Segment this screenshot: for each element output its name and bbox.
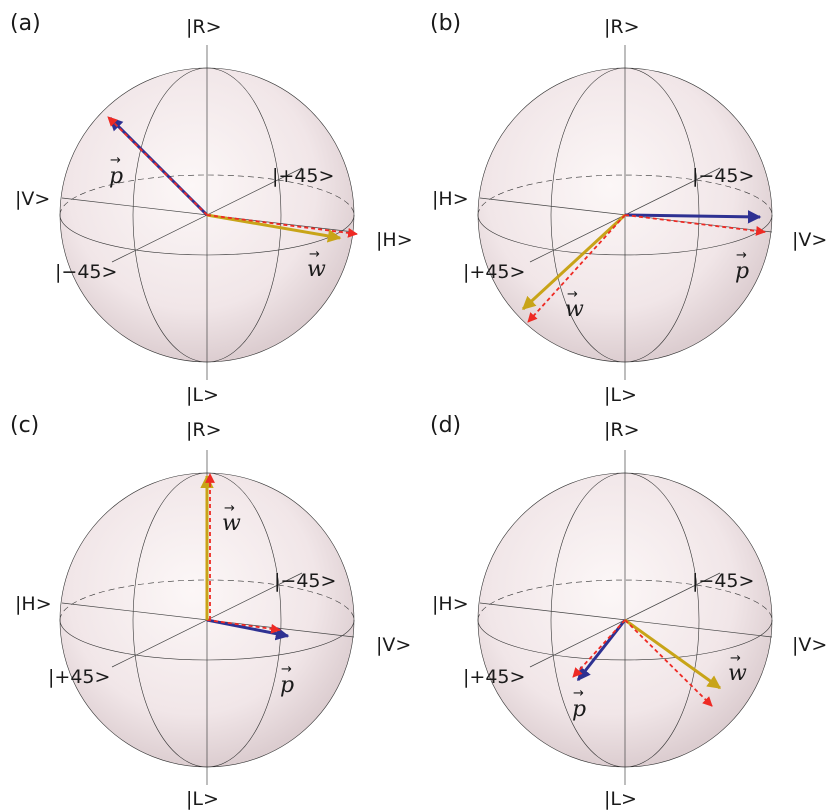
vector-arrow-glyph: →: [567, 287, 578, 302]
vector-arrow-glyph: →: [573, 686, 584, 701]
red-dashed-vector: [624, 214, 766, 236]
svg-text:p: p: [280, 673, 294, 698]
p-label: p →: [572, 686, 586, 722]
svg-text:w: w: [728, 661, 747, 686]
panel-b: (b) |R> |L> |H> |V> |−45> |+45> p → w →: [430, 11, 827, 406]
label-right: |H>: [376, 229, 413, 251]
vector-arrow-glyph: →: [730, 651, 741, 666]
equator-back: [477, 579, 773, 621]
w-label: w →: [565, 287, 584, 322]
label-bottom: |L>: [186, 788, 219, 810]
label-right: |V>: [792, 634, 827, 656]
label-front: |+45>: [463, 261, 525, 283]
svg-text:p: p: [109, 164, 123, 189]
w-vector: [521, 213, 627, 311]
equator-back: [59, 174, 355, 216]
label-top: |R>: [186, 16, 222, 38]
w-label: w →: [222, 501, 241, 536]
w-vector: [206, 213, 342, 243]
blue-vector: [576, 619, 627, 682]
panel-a: (a) |R> |L> |V> |H> |+45> |−45> p → w →: [10, 11, 413, 406]
vector-arrow-glyph: →: [224, 501, 235, 516]
vector-arrow-glyph: →: [736, 248, 747, 263]
equator-front: [59, 619, 355, 661]
label-top: |R>: [604, 419, 640, 441]
vector-arrow-glyph: →: [281, 662, 292, 677]
red-dashed-vector-2: [527, 214, 626, 323]
label-bottom: |L>: [186, 384, 219, 406]
blue-vector: [624, 210, 762, 224]
label-left: |H>: [432, 188, 469, 210]
equator-back: [477, 174, 773, 216]
panel-label: (d): [430, 413, 461, 438]
svg-text:w: w: [222, 511, 241, 536]
equator-front: [477, 619, 773, 661]
p-label: p →: [280, 662, 294, 698]
label-back: |−45>: [692, 165, 754, 187]
label-right: |V>: [792, 229, 827, 251]
equator-back: [59, 579, 355, 621]
label-back: |−45>: [692, 570, 754, 592]
red-dashed-vector-2: [624, 619, 713, 707]
w-label: w →: [728, 651, 747, 686]
label-left: |H>: [432, 593, 469, 615]
panel-label: (c): [10, 413, 39, 438]
red-dashed-vector: [572, 619, 626, 678]
label-back: |−45>: [274, 570, 336, 592]
label-bottom: |L>: [604, 788, 637, 810]
svg-text:w: w: [565, 297, 584, 322]
p-label: p →: [109, 153, 123, 189]
label-bottom: |L>: [604, 384, 637, 406]
w-label: w →: [307, 247, 326, 282]
label-front: |−45>: [55, 261, 117, 283]
vector-arrow-glyph: →: [110, 153, 121, 168]
label-left: |V>: [15, 188, 50, 210]
red-dashed-vector: [107, 116, 208, 216]
svg-text:p: p: [735, 259, 749, 284]
svg-text:w: w: [307, 257, 326, 282]
panel-label: (a): [10, 11, 41, 36]
red-dashed-vector: [206, 619, 281, 634]
panel-label: (b): [430, 11, 461, 36]
label-right: |V>: [376, 634, 411, 656]
label-left: |H>: [15, 593, 52, 615]
p-label: p →: [735, 248, 749, 284]
panel-c: (c) |R> |L> |H> |V> |−45> |+45> p → w →: [10, 413, 411, 810]
label-front: |+45>: [48, 666, 110, 688]
label-front: |+45>: [463, 666, 525, 688]
panel-d: (d) |R> |L> |H> |V> |−45> |+45> p → w →: [430, 413, 827, 810]
label-top: |R>: [604, 16, 640, 38]
svg-text:p: p: [572, 697, 586, 722]
vector-arrow-glyph: →: [309, 247, 320, 262]
label-top: |R>: [186, 419, 222, 441]
w-vector: [624, 618, 722, 690]
equator-front: [477, 214, 773, 256]
label-back: |+45>: [272, 165, 334, 187]
